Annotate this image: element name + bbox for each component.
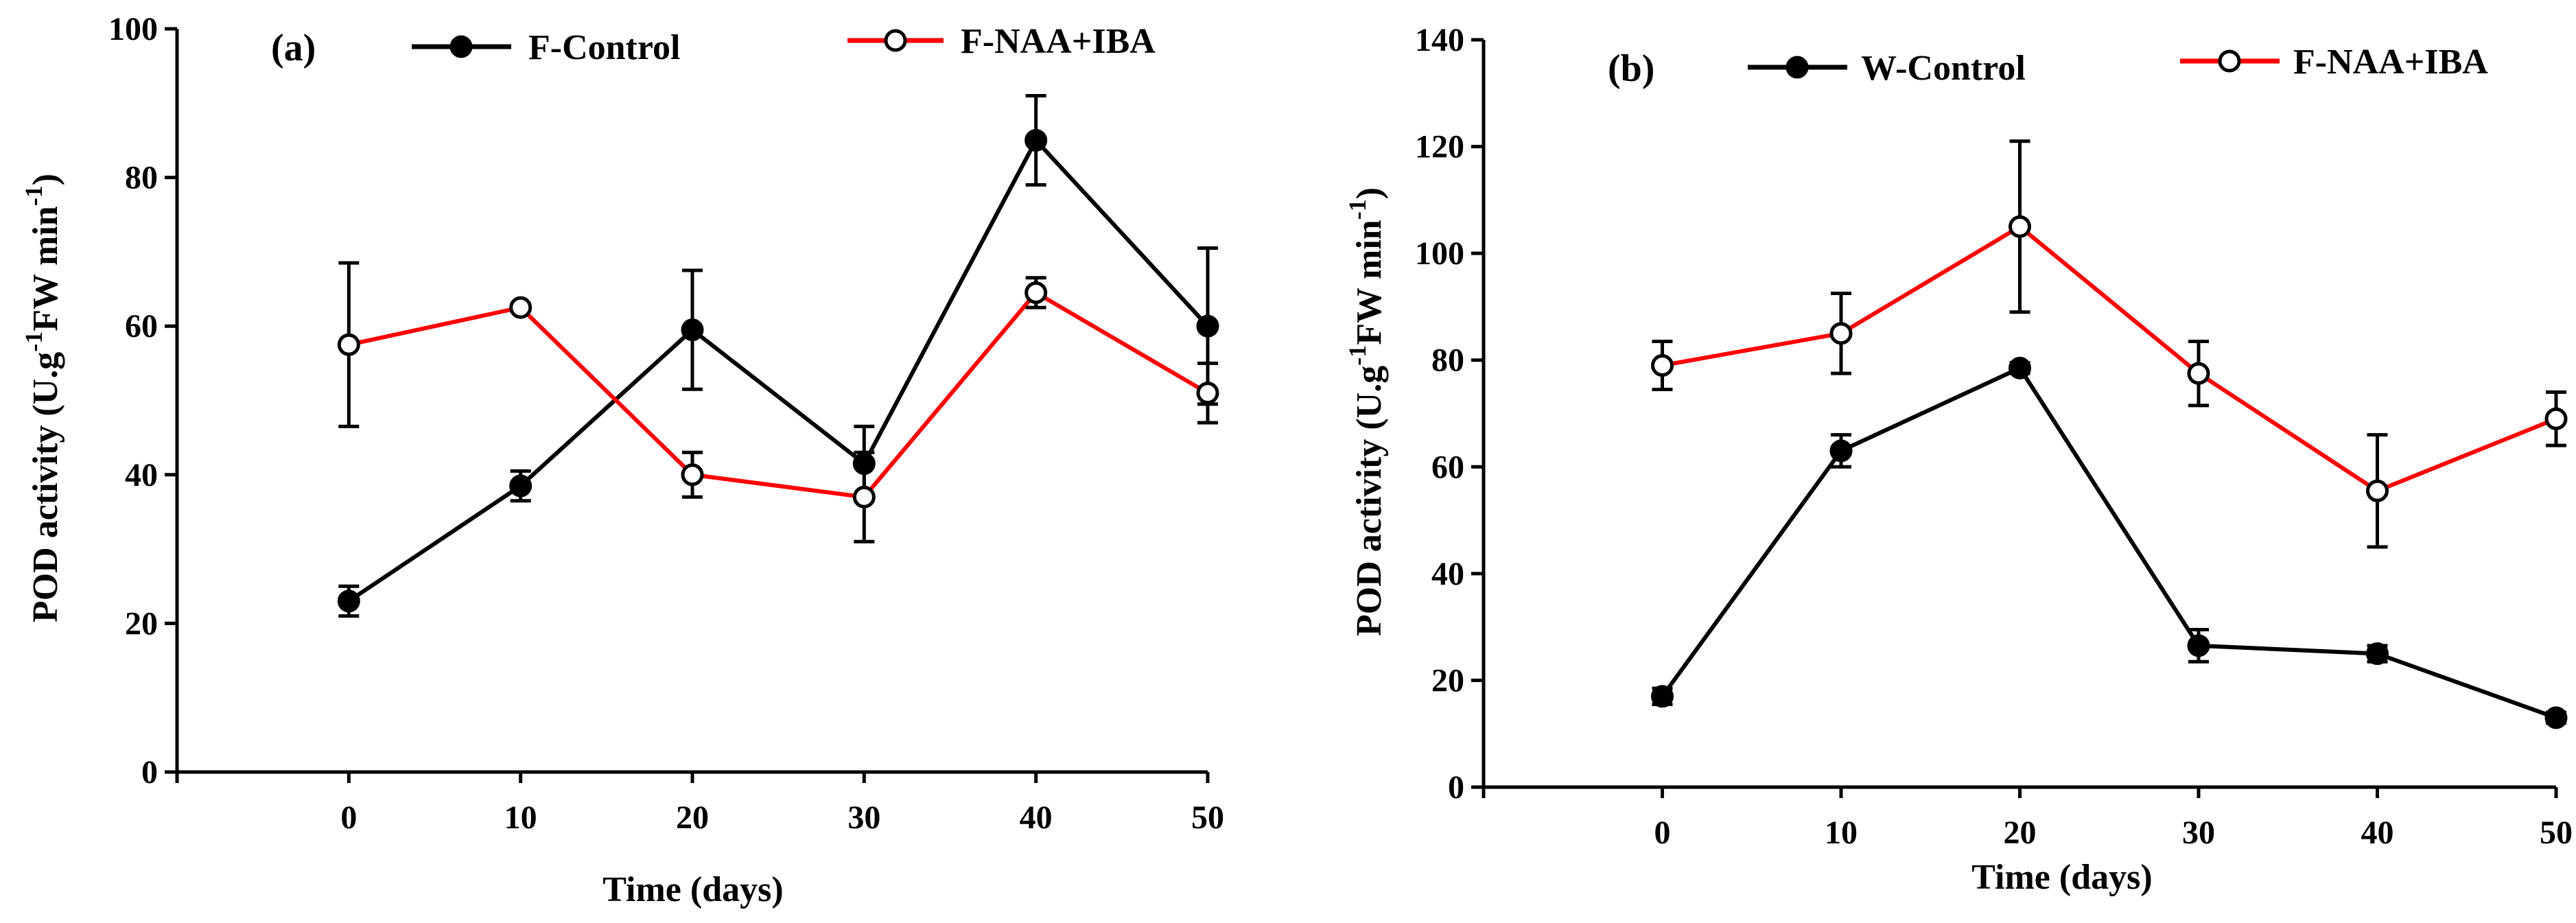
data-point-f-control [509, 474, 532, 498]
legend-label-f-naa-iba-b: F-NAA+IBA [2293, 43, 2488, 82]
panel-b-x-tick-label: 40 [2361, 815, 2394, 851]
panel-b-x-tick-label: 20 [2004, 815, 2037, 851]
data-point-f-naa-iba [1651, 353, 1674, 377]
panel-a-y-tick-label: 80 [125, 160, 158, 196]
data-point-f-naa-iba [2544, 407, 2568, 430]
legend-marker-f-naa-iba-b [2218, 49, 2241, 73]
panel-a-y-title-end: ) [26, 174, 65, 185]
panel-a-x-tick-label: 50 [1191, 799, 1224, 836]
panel-a-x-tick-label: 10 [504, 799, 537, 836]
panel-b-legend: W-Control F-NAA+IBA [1748, 43, 2488, 88]
panel-a-x-tick-label: 0 [340, 799, 357, 836]
panel-b-y-tick-label: 20 [1431, 662, 1464, 699]
panel-a-label: (a) [271, 27, 316, 69]
data-point-f-control [1024, 128, 1048, 152]
data-point-f-naa-iba [2366, 479, 2389, 502]
panel-b-y-tick-label: 100 [1415, 235, 1464, 272]
panel-b-y-title-sup2: -1 [1344, 199, 1371, 220]
panel-b-y-tick-label: 120 [1415, 129, 1464, 165]
panel-a-y-tick-label: 0 [141, 754, 158, 791]
legend-label-w-control: W-Control [1861, 49, 2026, 88]
data-point-f-naa-iba [1829, 322, 1853, 345]
data-point-f-naa-iba [2009, 215, 2031, 238]
data-point-w-control [1829, 439, 1853, 463]
panel-b-series-f-naa-iba [1651, 139, 2568, 549]
panel-a-x-axis-title: Time (days) [602, 870, 783, 909]
panel-b-x-tick-label: 10 [1825, 815, 1858, 851]
data-point-w-control [2366, 642, 2389, 666]
series-line-f-control [347, 138, 1210, 603]
data-point-w-control [2187, 634, 2210, 657]
legend-marker-f-control [449, 35, 473, 58]
data-point-w-control [1651, 685, 1674, 708]
legend-label-f-naa-iba: F-NAA+IBA [961, 22, 1156, 61]
panel-a-y-axis-title: POD activity (U.g-1FW min-1) [20, 174, 65, 622]
data-point-f-naa-iba [1196, 382, 1219, 405]
panel-a-y-tick-label: 100 [108, 11, 158, 47]
panel-a-axes: 0 20 40 60 80 100 0 10 20 30 40 50 [108, 11, 1224, 836]
panel-b-y-title-sup1: -1 [1344, 345, 1371, 366]
data-point-f-naa-iba [852, 485, 876, 509]
panel-b-x-axis-title: Time (days) [1971, 858, 2152, 897]
panel-a-legend: F-Control F-NAA+IBA [412, 22, 1156, 67]
data-point-f-naa-iba [1024, 281, 1048, 304]
data-point-f-naa-iba [509, 296, 532, 319]
panel-b-axes: 0 20 40 60 80 100 120 140 0 10 20 30 40 50 [1415, 22, 2573, 851]
panel-a-y-title-sup1: -1 [20, 331, 47, 352]
legend-label-f-control: F-Control [528, 28, 680, 67]
panel-b-x-tick-label: 50 [2540, 815, 2573, 851]
series-line-f-naa-iba [348, 290, 1209, 500]
panel-b-y-axis-title: POD activity (U.g-1FW min-1) [1344, 187, 1389, 636]
panel-a-x-tick-label: 40 [1020, 799, 1053, 836]
panel-a-series-f-naa-iba [337, 261, 1219, 544]
panel-a-y-tick-label: 40 [125, 457, 158, 493]
data-point-f-control [1196, 314, 1219, 338]
data-point-f-naa-iba [681, 463, 704, 487]
panel-b-x-tick-label: 30 [2182, 815, 2215, 851]
data-point-f-naa-iba [337, 333, 360, 356]
panel-b-y-tick-label: 140 [1415, 22, 1464, 58]
panel-b-y-title-mid: FW min [1350, 220, 1389, 345]
data-point-f-naa-iba [2187, 362, 2210, 385]
series-line-f-naa-iba [1661, 224, 2557, 493]
legend-marker-f-naa-iba [884, 29, 907, 52]
panel-b-y-tick-label: 40 [1431, 556, 1464, 592]
panel-b: (b) Time (days) POD activity (U.g-1FW mi… [1344, 22, 2573, 897]
panel-b-series-w-control [1651, 356, 2568, 729]
panel-b-label: (b) [1608, 47, 1654, 90]
panel-a-x-tick-label: 30 [847, 799, 880, 836]
panel-a-y-title-mid: FW min [26, 206, 65, 331]
panel-b-y-tick-label: 80 [1431, 342, 1464, 379]
panel-b-y-title-main: POD activity (U.g [1350, 366, 1389, 636]
data-point-f-control [681, 318, 704, 342]
panel-b-x-tick-label: 0 [1654, 815, 1671, 851]
panel-a-y-title-sup2: -1 [20, 185, 47, 206]
panel-a-series-f-control [337, 93, 1219, 618]
data-point-w-control [2544, 706, 2568, 729]
panel-a-y-title-main: POD activity (U.g [26, 352, 65, 622]
data-point-w-control [2009, 356, 2031, 379]
panel-a-y-tick-label: 20 [125, 605, 158, 642]
panel-a: (a) Time (days) POD activity (U.g-1FW mi… [20, 11, 1224, 909]
legend-marker-w-control [1785, 56, 1809, 79]
panel-b-y-tick-label: 0 [1448, 769, 1464, 806]
panel-a-x-tick-label: 20 [676, 799, 709, 836]
panel-a-y-tick-label: 60 [125, 308, 158, 344]
panel-b-y-tick-label: 60 [1431, 449, 1464, 485]
series-line-w-control [1661, 366, 2557, 720]
panel-b-y-title-end: ) [1350, 187, 1389, 199]
data-point-f-control [337, 589, 360, 613]
